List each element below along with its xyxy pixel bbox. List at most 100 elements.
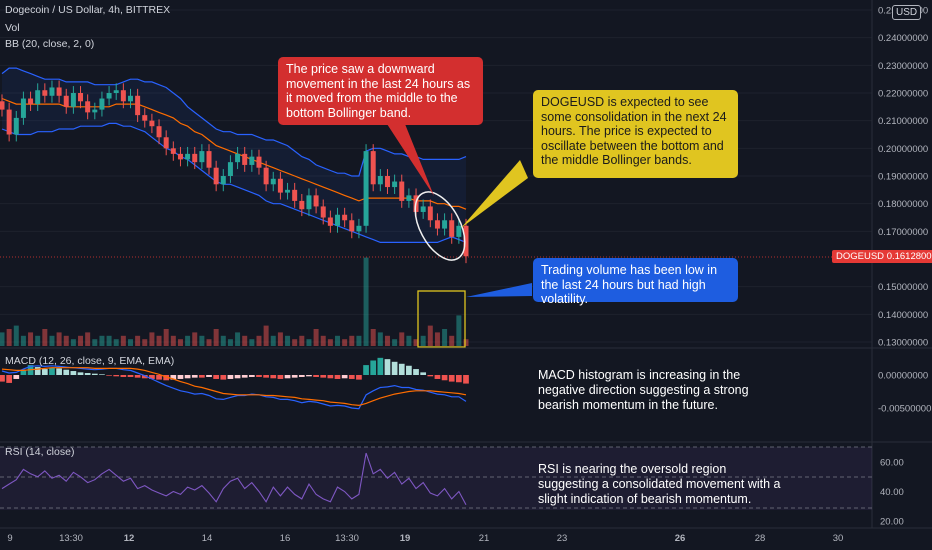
macd-histogram-bar <box>141 375 148 379</box>
candle-body <box>185 153 191 160</box>
price-tick-label: 0.23000000 <box>878 61 928 72</box>
candle-body <box>285 189 291 193</box>
volume-bar <box>120 335 126 346</box>
macd-indicator-label[interactable]: MACD (12, 26, close, 9, EMA, EMA) <box>5 355 175 367</box>
price-tick-label: 0.18000000 <box>878 199 928 210</box>
volume-bar <box>270 335 276 346</box>
volume-bar <box>299 335 305 346</box>
macd-histogram-bar <box>227 375 234 379</box>
rsi-tick-label: 40.00 <box>880 487 904 498</box>
candle-body <box>442 220 448 229</box>
candle-body <box>363 151 369 226</box>
blue-callout-pointer <box>466 283 532 297</box>
price-tick-label: 0.20000000 <box>878 144 928 155</box>
volume-bar <box>0 332 5 346</box>
volume-bar <box>277 332 283 346</box>
volume-bar <box>170 335 176 346</box>
red-callout: The price saw a downward movement in the… <box>278 57 483 125</box>
candle-body <box>270 178 276 185</box>
candle-body <box>192 153 198 163</box>
candle-body <box>106 93 112 99</box>
rsi-note: RSI is nearing the oversold region sugge… <box>538 462 781 506</box>
candle-body <box>85 101 91 113</box>
time-tick-label: 13:30 <box>59 533 83 544</box>
candle-body <box>449 220 455 237</box>
red-callout-pointer <box>387 124 434 196</box>
candle-body <box>335 214 341 226</box>
candle-body <box>434 220 440 229</box>
volume-bar <box>427 325 433 346</box>
time-tick-label: 26 <box>675 533 686 544</box>
candle-body <box>156 126 162 138</box>
candle-body <box>420 206 426 212</box>
candle-body <box>370 151 376 185</box>
volume-bar <box>263 325 269 346</box>
macd-histogram-bar <box>220 375 227 380</box>
rsi-indicator-label[interactable]: RSI (14, close) <box>5 446 75 458</box>
candle-body <box>92 109 98 113</box>
macd-histogram-bar <box>163 375 170 381</box>
candle-body <box>349 220 355 232</box>
time-tick-label: 30 <box>833 533 844 544</box>
volume-bar <box>406 335 412 346</box>
macd-histogram-bar <box>448 375 455 382</box>
candle-body <box>277 178 283 193</box>
volume-indicator-label[interactable]: Vol <box>5 22 20 34</box>
currency-badge[interactable]: USD <box>892 5 922 20</box>
candle-body <box>299 200 305 210</box>
volume-bar <box>142 339 148 346</box>
volume-bar <box>63 335 69 346</box>
volume-bar <box>42 329 48 346</box>
candle-body <box>177 153 183 160</box>
macd-histogram-bar <box>0 375 5 382</box>
macd-histogram <box>0 357 469 384</box>
volume-bar <box>28 332 34 346</box>
candle-body <box>28 98 34 105</box>
candle-body <box>292 189 298 201</box>
macd-histogram-bar <box>99 374 105 375</box>
candle-body <box>199 151 205 163</box>
yellow-callout-pointer <box>461 160 528 228</box>
volume-bar <box>192 332 198 346</box>
macd-histogram-bar <box>256 375 262 377</box>
bb-upper-line <box>1 67 467 177</box>
rsi-axis-ticks: 60.00 40.00 20.00 <box>880 458 904 528</box>
time-tick-label: 9 <box>7 533 12 544</box>
volume-bar <box>70 339 76 346</box>
macd-histogram-bar <box>427 375 434 377</box>
volume-bar <box>156 335 162 346</box>
volume-bar <box>149 332 155 346</box>
price-tick-label: 0.13000000 <box>878 338 928 349</box>
macd-histogram-bar <box>134 375 141 378</box>
volume-bar <box>456 315 462 346</box>
volume-bar <box>442 329 448 346</box>
volume-bar <box>370 329 376 346</box>
price-tag-value: 0.16128000 <box>886 251 932 262</box>
volume-bar <box>20 335 26 346</box>
macd-histogram-bar <box>191 375 198 378</box>
bollinger-indicator-label[interactable]: BB (20, close, 2, 0) <box>5 38 95 50</box>
volume-bar <box>335 335 341 346</box>
symbol-title[interactable]: Dogecoin / US Dollar, 4h, BITTREX <box>5 4 171 16</box>
yellow-callout: DOGEUSD is expected to see some consolid… <box>533 90 738 178</box>
candle-body <box>220 176 226 185</box>
blue-callout: Trading volume has been low in the last … <box>533 258 738 306</box>
macd-histogram-bar <box>199 375 205 378</box>
candle-body <box>113 90 119 93</box>
macd-histogram-bar <box>34 367 41 375</box>
time-axis-ticks: 9 13:30 12 14 16 13:30 19 21 23 26 28 30 <box>7 533 843 544</box>
candle-body <box>6 109 12 135</box>
volume-bar <box>235 332 241 346</box>
price-tick-label: 0.24000000 <box>878 33 928 44</box>
candle-body <box>427 206 433 221</box>
candle-body <box>78 93 84 102</box>
candle-body <box>120 90 126 102</box>
macd-histogram-bar <box>120 375 127 377</box>
time-tick-label: 12 <box>124 533 135 544</box>
volume-bar <box>413 339 419 346</box>
volume-bar <box>434 332 440 346</box>
candle-body <box>256 156 262 168</box>
macd-histogram-bar <box>6 375 12 383</box>
candle-body <box>70 93 76 107</box>
candle-body <box>170 148 176 154</box>
